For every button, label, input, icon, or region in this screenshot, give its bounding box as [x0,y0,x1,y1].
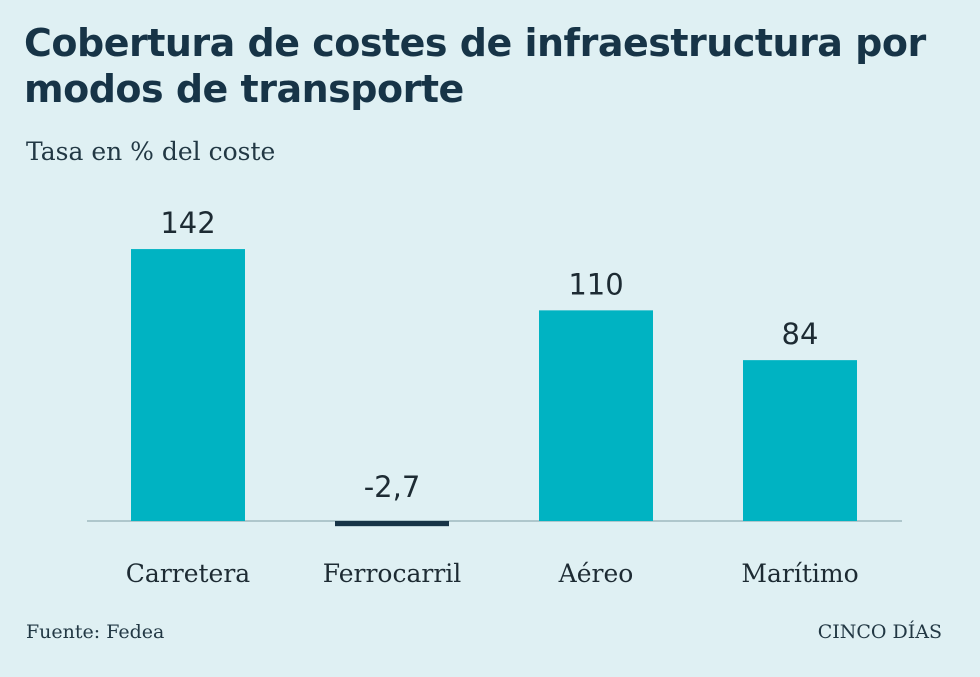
source-note: Fuente: Fedea [26,621,165,643]
value-label-carretera: 142 [160,206,215,240]
bar-aéreo [539,310,653,521]
value-label-marítimo: 84 [782,317,819,351]
value-label-ferrocarril: -2,7 [364,470,421,504]
category-label-aéreo: Aéreo [558,559,634,588]
brand-name: CINCO DÍAS [817,621,942,643]
bar-marítimo [743,360,857,521]
chart-subtitle: Tasa en % del coste [26,137,276,166]
chart-title: Cobertura de costes de infraestructura p… [24,21,926,111]
bar-carretera [131,249,245,521]
category-label-carretera: Carretera [126,559,251,588]
category-label-ferrocarril: Ferrocarril [323,559,462,588]
category-label-marítimo: Marítimo [741,559,858,588]
value-label-aéreo: 110 [568,267,623,301]
bar-ferrocarril [335,521,449,527]
